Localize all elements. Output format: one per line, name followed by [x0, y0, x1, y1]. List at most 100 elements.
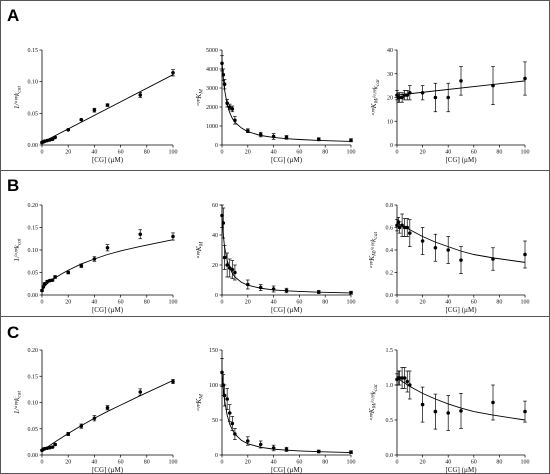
y-axis-label: ᵃᵖᵖKM [194, 89, 205, 106]
data-point [405, 379, 410, 384]
y-tick-label: 0.2 [386, 271, 394, 277]
data-point [79, 117, 84, 122]
data-point [397, 95, 402, 100]
chart-c3: 0 20 40 60 80 100 0.0 0.5 1.0 1.5 [CG] (µM) ᵃᵖᵖKM/ᵃ… [367, 348, 530, 474]
data-point [420, 239, 425, 243]
data-point [79, 424, 84, 428]
x-axis-label: [CG] (µM) [271, 466, 303, 474]
x-tick-label: 60 [471, 460, 477, 466]
data-point [105, 245, 110, 250]
data-point [408, 231, 412, 235]
data-point [258, 285, 263, 290]
y-tick-label: 0.05 [28, 427, 39, 433]
data-point [397, 225, 402, 230]
data-point [523, 76, 527, 81]
data-point [446, 248, 451, 252]
x-tick-label: 60 [118, 460, 124, 466]
y-axis-label: ᵃᵖᵖKM/ᵃᵖᵖkcat [367, 231, 379, 268]
y-tick-label: 20 [387, 96, 393, 102]
data-point [316, 449, 321, 454]
x-tick-label: 0 [396, 460, 399, 466]
data-point [92, 257, 97, 261]
data-point [284, 288, 289, 293]
x-tick-label: 40 [445, 460, 451, 466]
data-point [225, 397, 229, 401]
x-tick-label: 80 [496, 300, 502, 306]
y-tick-label: 0.20 [28, 348, 39, 354]
data-point [230, 107, 235, 111]
data-point [405, 225, 410, 230]
data-point [50, 137, 55, 142]
x-tick-label: 100 [347, 150, 356, 156]
y-tick-label: 0.0 [386, 453, 394, 459]
data-point [227, 411, 232, 415]
data-point [271, 287, 276, 291]
data-point [271, 446, 276, 450]
x-axis-label: [CG] (µM) [92, 156, 124, 164]
data-point [230, 267, 235, 272]
x-tick-label: 40 [91, 460, 97, 466]
x-tick-label: 0 [396, 150, 399, 156]
data-point [459, 79, 463, 83]
data-point [138, 93, 143, 97]
y-tick-label: 0 [215, 143, 218, 149]
x-tick-label: 80 [496, 150, 502, 156]
data-point [491, 400, 495, 405]
y-tick-label: 0.5 [386, 418, 394, 424]
y-tick-label: 0.0 [386, 293, 394, 299]
data-point [79, 263, 84, 268]
y-axis-label: 1/ᵃᵖᵖkcat [12, 238, 23, 262]
x-tick-label: 80 [322, 300, 328, 306]
data-point [171, 71, 175, 75]
x-tick-label: 0 [221, 460, 224, 466]
data-point [284, 447, 289, 452]
data-point [222, 393, 227, 398]
x-tick-label: 20 [245, 300, 251, 306]
x-tick-label: 80 [322, 460, 328, 466]
x-tick-label: 0 [41, 150, 44, 156]
x-tick-label: 80 [144, 150, 150, 156]
data-point [105, 103, 110, 107]
plots-layer: 0 20 40 60 80 1000.000.050.100.15[CG] (µM)1/ᵃ… [12, 48, 530, 474]
y-tick-label: 0.15 [28, 226, 39, 232]
y-axis-label: 1/ᵃᵖᵖkcat [12, 390, 23, 414]
data-point [222, 255, 227, 260]
data-point [446, 95, 451, 100]
fit-curve [41, 74, 174, 143]
x-tick-label: 20 [65, 460, 71, 466]
data-point [433, 409, 438, 414]
x-tick-label: 20 [245, 150, 251, 156]
fit-curve [221, 213, 352, 294]
x-tick-label: 40 [445, 300, 451, 306]
data-point [105, 405, 110, 410]
data-point [316, 290, 321, 294]
y-tick-label: 0.05 [28, 271, 39, 277]
data-point [42, 281, 47, 286]
data-point [246, 282, 250, 287]
data-point [397, 376, 402, 380]
x-tick-label: 20 [420, 150, 426, 156]
chart-a1: 0 20 40 60 80 100 0.00 0.05 0.10 0.15 [CG] (µM) 1/ᵃ… [12, 48, 178, 164]
fit-curve [221, 61, 352, 142]
y-axis-label: 1/ᵃᵖᵖkcat [12, 85, 23, 109]
y-tick-label: 1.5 [386, 348, 394, 354]
y-tick-label: 0.05 [28, 111, 39, 117]
y-tick-label: 0.8 [386, 203, 394, 209]
data-point [53, 135, 57, 140]
x-tick-label: 0 [41, 460, 44, 466]
data-point [138, 232, 143, 237]
chart-c2: 0 20 40 60 80 100 0 50 100 150 [CG] (µM) ᵃᵖᵖKM [194, 348, 356, 474]
y-tick-label: 0.4 [386, 248, 394, 254]
x-tick-label: 80 [144, 300, 150, 306]
x-tick-label: 100 [169, 300, 178, 306]
x-axis-label: [CG] (µM) [271, 156, 303, 164]
y-tick-label: 0.00 [28, 143, 39, 149]
x-tick-label: 60 [296, 300, 302, 306]
data-point [220, 370, 224, 375]
data-point [349, 138, 353, 143]
data-point [171, 379, 175, 384]
